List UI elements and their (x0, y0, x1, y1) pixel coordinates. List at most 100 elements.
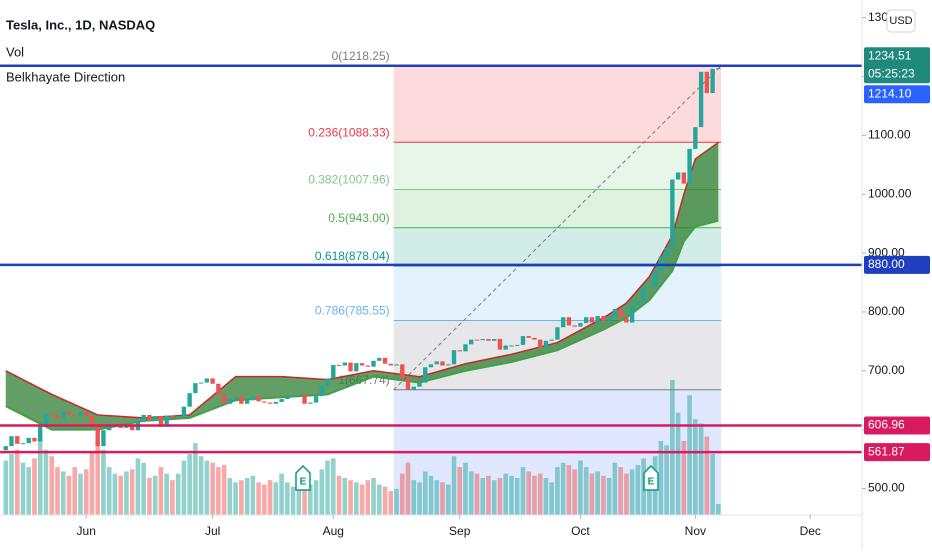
volume-bar (112, 473, 118, 515)
candle (583, 317, 589, 324)
candle (526, 336, 531, 338)
candle (285, 397, 290, 400)
volume-bar (716, 504, 721, 515)
volume-bar (89, 451, 95, 515)
candle (342, 362, 347, 366)
candle (497, 339, 503, 350)
candle (129, 424, 135, 431)
candle (170, 415, 175, 418)
candle (440, 361, 445, 366)
candle (9, 436, 14, 447)
volume-bar (618, 467, 623, 515)
volume-bar (9, 454, 14, 515)
candle (78, 412, 83, 417)
candle (164, 415, 169, 427)
volume-bar (388, 491, 394, 515)
candle (55, 414, 60, 419)
candle (670, 179, 675, 248)
candle (595, 316, 600, 323)
currency-button-box[interactable] (886, 9, 916, 33)
candle (704, 71, 710, 93)
candle (716, 68, 721, 70)
candle (43, 413, 49, 427)
candle (566, 317, 572, 326)
volume-bar (647, 467, 652, 515)
legend: Tesla, Inc., 1D, NASDAQ Vol Belkhayate D… (6, 17, 155, 84)
candle (394, 364, 399, 366)
volume-bar (606, 477, 612, 515)
earnings-icon[interactable] (643, 464, 659, 491)
volume-bar (285, 482, 290, 515)
volume-bar (164, 473, 169, 515)
volume-bar (118, 475, 123, 515)
volume-bar (532, 475, 537, 515)
candle (193, 383, 198, 394)
volume-bar (405, 462, 411, 515)
candle (296, 394, 302, 397)
candle (411, 386, 416, 390)
candle (405, 378, 411, 390)
candle (434, 361, 439, 365)
volume-bar (612, 462, 618, 515)
volume-bar (411, 480, 417, 515)
candle (267, 402, 273, 404)
currency-label[interactable]: USD (889, 15, 912, 27)
candle (32, 437, 37, 442)
candle (198, 382, 204, 384)
volume-bar (526, 471, 531, 515)
candle (210, 378, 215, 384)
volume-bar (106, 467, 112, 515)
earnings-markers: E E (295, 464, 659, 491)
candle (290, 396, 296, 398)
volume-bar (256, 482, 261, 515)
fib-label: 0.236(1088.33) (308, 125, 389, 139)
candle (503, 345, 508, 350)
volume-bar (147, 477, 152, 515)
volume-bar (394, 488, 399, 515)
candle (624, 317, 629, 323)
volume-bar (296, 488, 302, 515)
candle (371, 360, 376, 367)
candle (382, 357, 388, 364)
candle (675, 172, 681, 180)
y-tick-label: 700.00 (868, 363, 905, 377)
volume-bar (72, 467, 78, 515)
currency-button[interactable]: USD (886, 9, 916, 33)
candle (84, 412, 89, 417)
volume-bar (670, 380, 675, 515)
volume-bar (175, 473, 181, 515)
candle (216, 383, 221, 395)
volume-bar (382, 486, 388, 515)
candle (359, 363, 365, 366)
volume-bar (221, 464, 227, 515)
y-tick-label: 1100.00 (868, 128, 911, 142)
volume-bar (26, 467, 32, 515)
earnings-icon-text: E (648, 477, 655, 488)
y-tick-label: 500.00 (868, 481, 905, 495)
candle (221, 394, 227, 404)
volume-bar (497, 477, 503, 515)
price-tag (864, 47, 930, 84)
candle (141, 414, 146, 420)
candle (377, 357, 382, 361)
candle (463, 344, 468, 352)
candle (244, 400, 250, 404)
candle (72, 414, 77, 417)
candle (313, 396, 319, 403)
candle (681, 172, 687, 184)
countdown-label: 05:25:23 (868, 66, 915, 80)
volume-bar (353, 482, 359, 515)
volume-bar (319, 469, 325, 515)
earnings-icon[interactable] (295, 464, 311, 491)
candle (647, 286, 652, 288)
candle (61, 412, 66, 419)
candle (532, 337, 537, 340)
volume-bar (78, 473, 83, 515)
candle (664, 247, 669, 257)
price-tag-label: 561.87 (868, 444, 905, 458)
fib-label: 0(1218.25) (332, 49, 390, 63)
indicator-label: Vol (6, 44, 24, 59)
plot-area: 0(1218.25) 0.236(1088.33) 0.382(1007.96) 0.… (0, 49, 862, 515)
candle (227, 398, 233, 404)
candle (101, 430, 106, 447)
